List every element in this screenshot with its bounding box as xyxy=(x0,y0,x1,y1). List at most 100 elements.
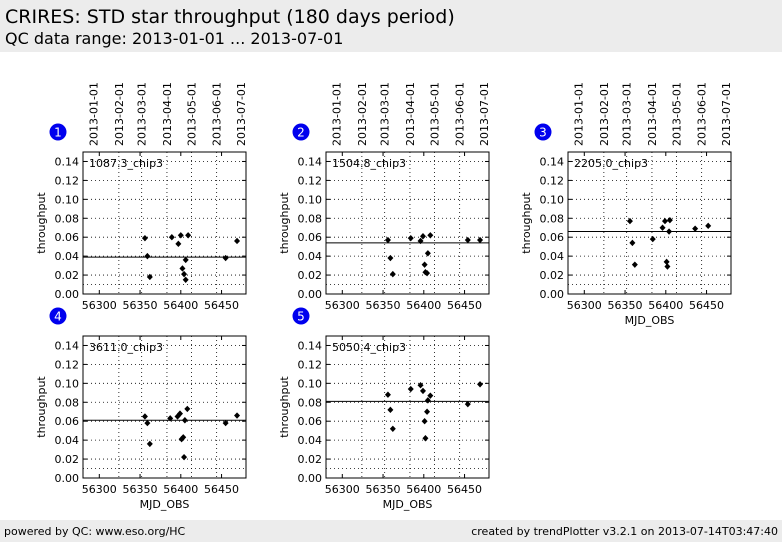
y-tick-label: 0.08 xyxy=(298,396,323,409)
data-point xyxy=(626,217,633,225)
y-tick-label: 0.00 xyxy=(298,288,323,301)
y-tick-label: 0.10 xyxy=(540,193,565,206)
data-point xyxy=(184,405,191,413)
top-date-label: 2013-07-01 xyxy=(720,82,733,146)
y-tick-label: 0.02 xyxy=(55,269,80,282)
x-tick-label: 56300 xyxy=(82,299,117,312)
top-date-label: 2013-05-01 xyxy=(428,82,441,146)
x-tick-label: 56350 xyxy=(366,299,401,312)
data-point xyxy=(181,417,188,424)
y-tick-label: 0.12 xyxy=(540,174,565,187)
panel-number-badge xyxy=(49,123,67,141)
x-axis-label: MJD_OBS xyxy=(383,498,433,511)
top-date-label: 2013-06-01 xyxy=(211,82,224,146)
y-tick-label: 0.12 xyxy=(298,358,323,371)
panel-number-label: 5 xyxy=(297,310,305,324)
data-point xyxy=(389,425,396,432)
y-tick-label: 0.10 xyxy=(55,193,80,206)
y-axis-label: throughput xyxy=(35,376,48,438)
data-point xyxy=(649,235,656,243)
x-tick-label: 56450 xyxy=(447,299,482,312)
data-point xyxy=(144,419,151,427)
top-date-label: 2013-01-01 xyxy=(573,82,586,146)
data-point xyxy=(421,418,428,425)
data-point xyxy=(141,234,148,242)
data-point xyxy=(180,434,187,441)
y-axis-label: throughput xyxy=(278,376,291,438)
y-tick-label: 0.02 xyxy=(298,453,323,466)
top-date-label: 2013-05-01 xyxy=(670,82,683,146)
y-tick-label: 0.12 xyxy=(55,358,80,371)
y-tick-label: 0.06 xyxy=(55,415,80,428)
data-point xyxy=(222,254,229,262)
series-label: 1504.8_chip3 xyxy=(332,157,406,170)
y-tick-label: 0.02 xyxy=(298,269,323,282)
data-point xyxy=(664,263,671,270)
data-point xyxy=(692,225,699,232)
top-date-label: 2013-05-01 xyxy=(185,82,198,146)
y-tick-label: 0.00 xyxy=(298,472,323,485)
page-subtitle: QC data range: 2013-01-01 ... 2013-07-01 xyxy=(5,29,344,48)
data-point xyxy=(427,392,434,399)
top-date-label: 2013-07-01 xyxy=(478,82,491,146)
x-tick-label: 56350 xyxy=(608,299,643,312)
panel-number-badge xyxy=(534,123,552,141)
y-tick-label: 0.04 xyxy=(298,250,323,263)
x-axis-label: MJD_OBS xyxy=(625,314,675,327)
y-tick-label: 0.10 xyxy=(55,377,80,390)
data-point xyxy=(464,400,471,408)
top-date-label: 2013-03-01 xyxy=(136,82,149,146)
x-tick-label: 56350 xyxy=(123,299,158,312)
top-date-label: 2013-02-01 xyxy=(598,82,611,146)
x-tick-label: 56400 xyxy=(163,483,198,496)
page-header: CRIRES: STD star throughput (180 days pe… xyxy=(0,0,782,52)
data-point xyxy=(661,217,668,225)
data-point xyxy=(705,222,712,230)
data-point xyxy=(175,240,182,248)
x-tick-label: 56450 xyxy=(204,483,239,496)
y-tick-label: 0.00 xyxy=(540,288,565,301)
top-date-label: 2013-06-01 xyxy=(696,82,709,146)
chart-panel-3: 0.00 0.02 0.04 0.06 0.08 0.10 0.12 0.14 56300 563… xyxy=(520,82,733,327)
y-tick-label: 0.02 xyxy=(55,453,80,466)
top-date-label: 2013-02-01 xyxy=(113,82,126,146)
chart-panel-1: 0.00 0.02 0.04 0.06 0.08 0.10 0.12 0.14 56300 563… xyxy=(35,82,248,312)
panel-number-label: 4 xyxy=(54,310,62,324)
data-point xyxy=(424,250,431,257)
data-point xyxy=(417,237,424,245)
data-point xyxy=(176,410,183,417)
top-date-label: 2013-01-01 xyxy=(88,82,101,146)
panel-number-badge xyxy=(292,123,310,141)
y-axis-label: throughput xyxy=(35,192,48,254)
y-tick-label: 0.14 xyxy=(540,155,565,168)
y-axis-label: throughput xyxy=(278,192,291,254)
data-point xyxy=(417,382,424,389)
data-point xyxy=(407,385,414,393)
data-point xyxy=(182,276,189,283)
data-point xyxy=(407,234,414,242)
footer-created-by: created by trendPlotter v3.2.1 on 2013-0… xyxy=(471,525,778,538)
data-point xyxy=(631,261,638,268)
y-tick-label: 0.10 xyxy=(298,377,323,390)
data-point xyxy=(185,232,192,239)
top-date-label: 2013-02-01 xyxy=(356,82,369,146)
top-date-label: 2013-03-01 xyxy=(379,82,392,146)
y-tick-label: 0.08 xyxy=(55,396,80,409)
plots-area: 0.00 0.02 0.04 0.06 0.08 0.10 0.12 0.14 56300 563… xyxy=(35,82,733,511)
y-axis-label: throughput xyxy=(520,192,533,254)
data-point xyxy=(384,391,391,398)
top-date-label: 2013-07-01 xyxy=(235,82,248,146)
data-point xyxy=(234,237,241,245)
plot-frame xyxy=(325,335,490,479)
y-tick-label: 0.14 xyxy=(55,155,80,168)
data-point xyxy=(663,258,670,266)
data-point xyxy=(424,408,431,415)
top-date-label: 2013-01-01 xyxy=(331,82,344,146)
y-tick-label: 0.06 xyxy=(298,231,323,244)
x-axis-label: MJD_OBS xyxy=(140,498,190,511)
y-tick-label: 0.04 xyxy=(55,250,80,263)
plot-frame xyxy=(82,151,247,295)
data-point xyxy=(179,265,186,272)
top-date-label: 2013-04-01 xyxy=(404,82,417,146)
series-label: 3611.0_chip3 xyxy=(89,341,163,354)
